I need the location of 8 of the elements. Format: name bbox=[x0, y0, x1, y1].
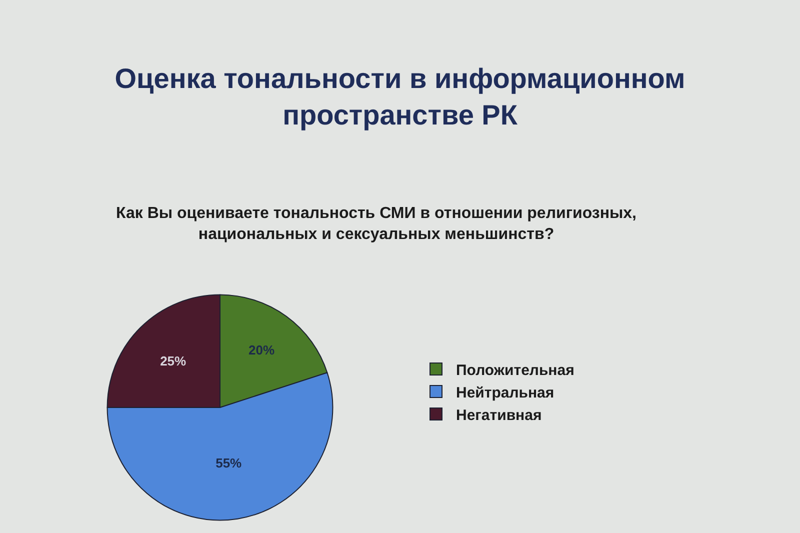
data-label: 25% bbox=[160, 353, 187, 368]
legend-label: Нейтральная bbox=[456, 384, 554, 402]
legend-label: Положительная bbox=[456, 362, 574, 379]
data-label: 55% bbox=[216, 456, 242, 471]
legend-label: Негативная bbox=[456, 406, 542, 424]
chart-title: Оценка тональности в информационном пространстве РК bbox=[114, 63, 686, 130]
chart-subtitle: Как Вы оцениваете тональность СМИ в отношении религиозных, национальных и сексуальных меньшинств? bbox=[116, 205, 636, 243]
data-label: 20% bbox=[248, 342, 275, 358]
